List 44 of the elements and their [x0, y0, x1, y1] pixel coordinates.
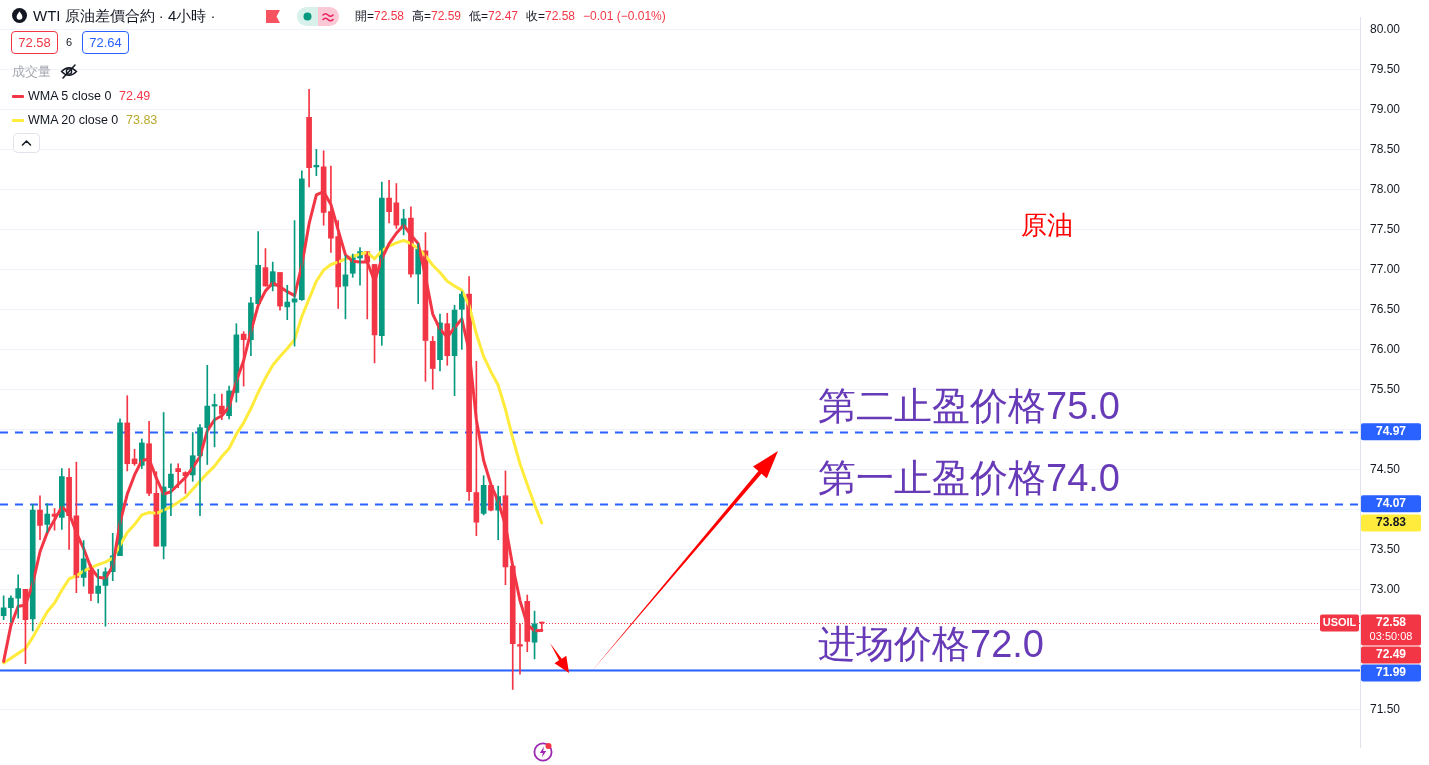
- y-tick-label: 78.00: [1370, 181, 1401, 196]
- y-tick-label: 73.00: [1370, 581, 1401, 596]
- annotation: −0.01 (−0.01%): [583, 8, 666, 24]
- y-tick-label: 80.00: [1370, 21, 1401, 36]
- annotation: 收=: [526, 8, 545, 24]
- text: 71.99: [1375, 665, 1407, 680]
- legend-label: WMA 5 close 0: [28, 88, 112, 104]
- annotation: 成交量: [12, 64, 51, 80]
- annotation: 高=: [412, 8, 431, 24]
- annotation: 72.58: [11, 31, 58, 54]
- annotation: 72.47: [488, 8, 519, 24]
- annotation: 原油: [1021, 210, 1073, 240]
- y-tick-label: 79.00: [1370, 101, 1401, 116]
- text: 73.83: [1375, 515, 1407, 530]
- annotation: 73.83: [126, 111, 158, 128]
- annotation: 72.64: [82, 31, 129, 54]
- annotation: 6: [66, 35, 73, 49]
- text: 03:50:08: [1369, 630, 1413, 643]
- annotation: 72.59: [431, 8, 462, 24]
- legend-label: WMA 20 close 0: [28, 111, 119, 128]
- y-tick-label: 77.00: [1370, 261, 1401, 276]
- y-tick-label: 71.50: [1370, 701, 1401, 716]
- annotation: 開=: [355, 8, 374, 24]
- annotation: 72.58: [545, 8, 576, 24]
- y-tick-label: 75.50: [1370, 381, 1401, 396]
- y-tick-label: 79.50: [1370, 61, 1401, 76]
- y-tick-label: 77.50: [1370, 221, 1401, 236]
- text: 72.49: [1375, 647, 1407, 662]
- text: 72.58: [1375, 615, 1407, 630]
- y-tick-label: 78.50: [1370, 141, 1401, 156]
- y-tick-label: 74.50: [1370, 461, 1401, 476]
- y-tick-label: 76.00: [1370, 341, 1401, 356]
- y-tick-label: 76.50: [1370, 301, 1401, 316]
- text: 74.07: [1375, 496, 1407, 511]
- ref-line-label: 进场价格72.0: [818, 623, 1044, 666]
- annotation: 低=: [469, 8, 488, 24]
- text: 74.97: [1375, 424, 1407, 439]
- annotation: 72.49: [119, 88, 151, 104]
- ref-line-label: 第二止盈价格75.0: [818, 384, 1120, 427]
- y-tick-label: 73.50: [1370, 541, 1401, 556]
- ref-line-label: 第一止盈价格74.0: [818, 456, 1120, 499]
- chart-title: WTI 原油差價合約 · 4小時 ·: [33, 6, 216, 26]
- annotation: 72.58: [374, 8, 405, 24]
- annotation: USOIL: [1322, 616, 1357, 628]
